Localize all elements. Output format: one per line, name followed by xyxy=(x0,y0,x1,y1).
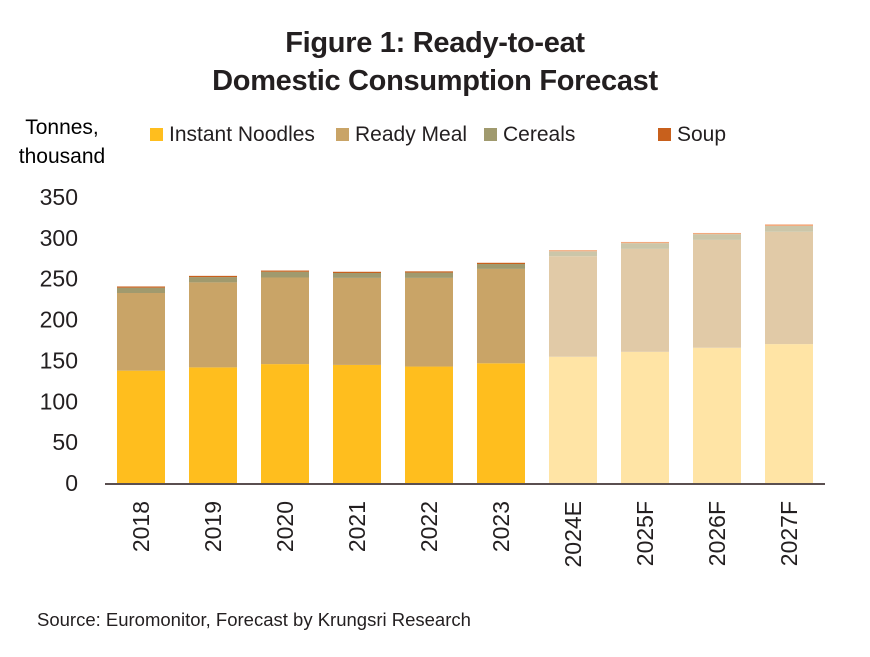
bar-cereals-2018 xyxy=(117,287,165,294)
chart-title-line-1: Figure 1: Ready-to-eat xyxy=(285,27,585,59)
bar-instant-noodles-2021 xyxy=(333,364,381,483)
bar-instant-noodles-2025f xyxy=(621,351,669,483)
y-tick-label: 100 xyxy=(40,388,78,414)
bar-cereals-2024e xyxy=(549,251,597,257)
bar-stack-2019 xyxy=(189,275,237,483)
bar-stack-2021 xyxy=(333,271,381,483)
x-tick-label-2020: 2020 xyxy=(272,501,298,552)
bar-instant-noodles-2024e xyxy=(549,356,597,483)
y-tick-label: 300 xyxy=(40,225,78,251)
bar-stack-2024e xyxy=(549,250,597,483)
legend-item-cereals: Cereals xyxy=(484,121,575,149)
bar-cereals-2026f xyxy=(693,234,741,240)
y-tick-label: 150 xyxy=(40,347,78,373)
legend-swatch-soup xyxy=(658,128,671,141)
bar-ready-meal-2021 xyxy=(333,277,381,365)
bar-soup-2020 xyxy=(261,270,309,272)
bar-cereals-2022 xyxy=(405,272,453,278)
y-axis-unit-label: Tonnes, thousand xyxy=(18,116,106,168)
bar-ready-meal-2018 xyxy=(117,293,165,371)
bar-soup-2021 xyxy=(333,271,381,273)
bar-soup-2026f xyxy=(693,232,741,235)
legend-item-ready-meal: Ready Meal xyxy=(336,121,467,149)
bar-soup-2027f xyxy=(765,224,813,227)
x-axis-ticks: 2018 2019 2020 2021 2022 2023 2024E 2025F 2026F 2… xyxy=(128,501,802,568)
bar-instant-noodles-2022 xyxy=(405,366,453,483)
bar-soup-2024e xyxy=(549,250,597,252)
bar-ready-meal-2022 xyxy=(405,277,453,367)
bar-instant-noodles-2023 xyxy=(477,363,525,483)
bar-ready-meal-2026f xyxy=(693,239,741,348)
x-tick-label-2022: 2022 xyxy=(416,501,442,552)
bar-ready-meal-2023 xyxy=(477,268,525,364)
bar-cereals-2023 xyxy=(477,264,525,269)
y-tick-label: 50 xyxy=(52,429,78,455)
bar-cereals-2020 xyxy=(261,271,309,278)
chart-title: Figure 1: Ready-to-eat Domestic Consumpt… xyxy=(0,24,870,100)
bar-instant-noodles-2020 xyxy=(261,364,309,483)
y-tick-label: 0 xyxy=(65,470,78,496)
bar-soup-2022 xyxy=(405,271,453,273)
bar-ready-meal-2019 xyxy=(189,282,237,368)
bar-instant-noodles-2018 xyxy=(117,370,165,483)
x-tick-label-2025f: 2025F xyxy=(632,501,658,566)
bar-soup-2023 xyxy=(477,262,525,265)
bar-soup-2018 xyxy=(117,286,165,288)
x-tick-label-2024e: 2024E xyxy=(560,501,586,568)
y-tick-label: 250 xyxy=(40,266,78,292)
bar-ready-meal-2020 xyxy=(261,277,309,365)
y-axis-ticks: 0 50 100 150 200 250 300 350 xyxy=(40,184,78,496)
bar-ready-meal-2025f xyxy=(621,248,669,352)
legend-label-soup: Soup xyxy=(677,123,727,146)
bar-instant-noodles-2019 xyxy=(189,367,237,483)
bar-ready-meal-2024e xyxy=(549,256,597,357)
bar-instant-noodles-2026f xyxy=(693,347,741,483)
x-tick-label-2026f: 2026F xyxy=(704,501,730,566)
bar-stack-2025f xyxy=(621,241,669,483)
bars xyxy=(117,224,813,483)
bar-stack-2026f xyxy=(693,232,741,483)
legend-label-cereals: Cereals xyxy=(503,123,576,146)
bar-cereals-2025f xyxy=(621,243,669,249)
x-tick-label-2018: 2018 xyxy=(128,501,154,552)
bar-stack-2018 xyxy=(117,286,165,483)
bar-instant-noodles-2027f xyxy=(765,344,813,483)
legend-swatch-instant-noodles xyxy=(150,128,163,141)
legend-label-instant-noodles: Instant Noodles xyxy=(169,123,315,146)
bar-soup-2025f xyxy=(621,241,669,244)
legend-swatch-cereals xyxy=(484,128,497,141)
bar-cereals-2027f xyxy=(765,226,813,232)
bar-stack-2027f xyxy=(765,224,813,483)
legend-item-instant-noodles: Instant Noodles xyxy=(150,121,315,149)
x-tick-label-2021: 2021 xyxy=(344,501,370,552)
chart-title-line-2: Domestic Consumption Forecast xyxy=(212,65,658,97)
bar-cereals-2019 xyxy=(189,277,237,283)
legend-label-ready-meal: Ready Meal xyxy=(355,123,468,146)
legend-item-soup: Soup xyxy=(658,121,726,149)
bar-ready-meal-2027f xyxy=(765,231,813,345)
source-note: Source: Euromonitor, Forecast by Krungsr… xyxy=(37,609,471,630)
x-tick-label-2023: 2023 xyxy=(488,501,514,552)
bar-stack-2020 xyxy=(261,270,309,483)
bar-soup-2019 xyxy=(189,275,237,278)
x-tick-label-2019: 2019 xyxy=(200,501,226,552)
bar-cereals-2021 xyxy=(333,272,381,278)
y-tick-label: 350 xyxy=(40,184,78,210)
y-tick-label: 200 xyxy=(40,307,78,333)
x-tick-label-2027f: 2027F xyxy=(776,501,802,566)
bar-stack-2023 xyxy=(477,262,525,483)
bar-stack-2022 xyxy=(405,271,453,483)
legend-swatch-ready-meal xyxy=(336,128,349,141)
